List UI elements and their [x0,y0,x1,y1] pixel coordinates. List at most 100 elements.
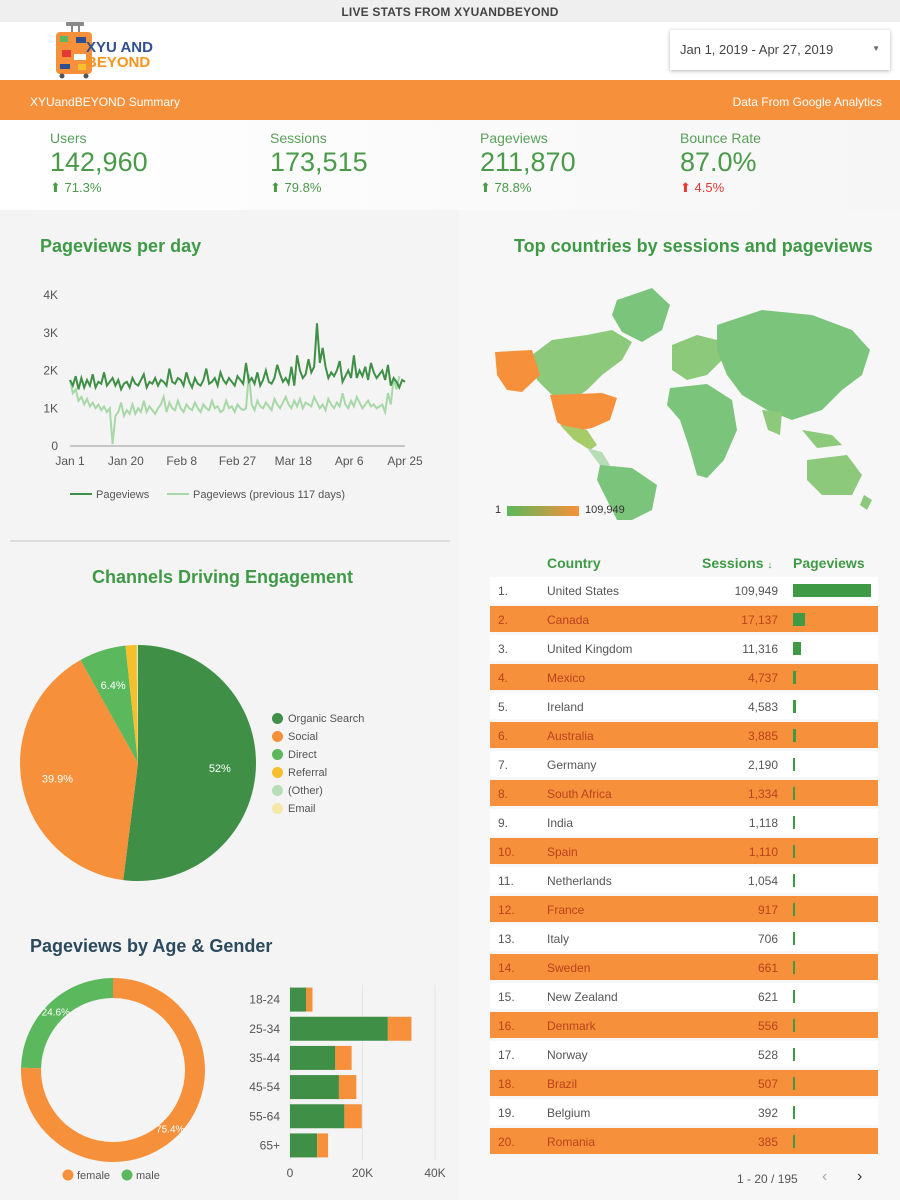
table-row[interactable]: 6. Australia 3,885 [490,722,878,748]
y-tick-label: 35-44 [249,1051,280,1065]
pie-slice[interactable] [136,645,138,763]
col-header-sessions[interactable]: Sessions ↓ [702,555,772,571]
legend-item[interactable]: Direct [272,749,317,761]
bar-segment[interactable] [290,987,307,1012]
table-row[interactable]: 9. India 1,118 [490,809,878,835]
map-india[interactable] [762,410,782,435]
table-row[interactable]: 7. Germany 2,190 [490,751,878,777]
col-header-sessions-label: Sessions [702,555,764,571]
table-row[interactable]: 13. Italy 706 [490,925,878,951]
bar-segment[interactable] [290,1133,318,1158]
table-row[interactable]: 10. Spain 1,110 [490,838,878,864]
table-row[interactable]: 20. Romania 385 [490,1128,878,1154]
legend-item[interactable]: Organic Search [272,713,364,725]
table-row[interactable]: 3. United Kingdom 11,316 [490,635,878,661]
bar-segment[interactable] [306,987,313,1012]
y-tick-label: 55-64 [249,1109,280,1123]
bar-segment[interactable] [338,1075,357,1100]
x-tick-label: Jan 20 [108,454,144,468]
x-tick-label: Apr 6 [335,454,364,468]
series-line [69,374,401,445]
pager-range: 1 - 20 / 195 [737,1172,798,1186]
kpi-scorecards: Users 142,960 ⬆ 71.3% Sessions 173,515 ⬆… [0,120,900,210]
row-rank: 8. [498,787,509,801]
pageviews-bar [793,1135,795,1148]
pageviews-bar [793,961,795,974]
pie-slice[interactable] [80,645,138,763]
map-canada[interactable] [532,330,632,400]
table-row[interactable]: 17. Norway 528 [490,1041,878,1067]
bar-segment[interactable] [290,1045,336,1070]
map-new-zealand[interactable] [860,495,872,510]
map-greenland[interactable] [612,288,670,342]
map-usa[interactable] [550,393,617,432]
donut-slice[interactable] [21,978,114,1069]
table-row[interactable]: 8. South Africa 1,334 [490,780,878,806]
legend-label: Email [288,803,316,815]
table-row[interactable]: 19. Belgium 392 [490,1099,878,1125]
bar-segment[interactable] [290,1016,388,1041]
y-tick-label: 2K [43,364,58,378]
table-row[interactable]: 2. Canada 17,137 [490,606,878,632]
bar-segment[interactable] [317,1133,329,1158]
table-row[interactable]: 16. Denmark 556 [490,1012,878,1038]
bar-segment[interactable] [344,1104,362,1129]
channels-pie-chart: 52% 39.9% 6.4% [20,645,256,881]
col-header-country[interactable]: Country [547,555,601,571]
legend-item[interactable]: (Other) [272,785,323,797]
table-row[interactable]: 4. Mexico 4,737 [490,664,878,690]
map-central-america[interactable] [587,448,610,468]
table-row[interactable]: 1. United States 109,949 [490,577,878,603]
bar-segment[interactable] [335,1045,352,1070]
row-sessions: 528 [757,1048,778,1062]
row-country: Italy [547,932,570,946]
table-row[interactable]: 14. Sweden 661 [490,954,878,980]
kpi-label: Bounce Rate [680,130,761,146]
col-header-pageviews[interactable]: Pageviews [793,555,865,571]
bar-segment[interactable] [290,1075,339,1100]
previous-page-icon[interactable]: ‹ [822,1168,828,1185]
kpi-label: Pageviews [480,130,548,146]
map-europe[interactable] [672,335,722,380]
legend-dot-icon [272,785,283,796]
row-country: Germany [547,758,597,772]
date-range-picker[interactable]: Jan 1, 2019 - Apr 27, 2019 ▼ [670,30,890,70]
x-tick-label: 0 [287,1166,294,1180]
table-row[interactable]: 15. New Zealand 621 [490,983,878,1009]
kpi-delta: ⬆ 71.3% [50,180,250,196]
row-sessions: 4,737 [747,671,778,685]
table-row[interactable]: 12. France 917 [490,896,878,922]
pageviews-bar [793,1019,795,1032]
legend-item[interactable]: Social [272,731,318,743]
kpi-users: Users 142,960 ⬆ 71.3% [50,130,250,196]
legend-dot-icon [272,767,283,778]
bar-segment[interactable] [387,1016,412,1041]
table-row[interactable]: 5. Ireland 4,583 [490,693,878,719]
summary-title: XYUandBEYOND Summary [30,95,181,109]
map-alaska[interactable] [495,350,540,392]
suitcase-logo-icon [56,22,92,79]
map-south-america[interactable] [597,465,657,520]
legend-item[interactable]: Email [272,803,316,815]
table-row[interactable]: 18. Brazil 507 [490,1070,878,1096]
row-country: United States [547,584,620,598]
map-australia[interactable] [807,455,862,495]
map-indonesia[interactable] [802,430,842,448]
map-africa[interactable] [667,384,737,478]
bar-segment[interactable] [290,1104,345,1129]
map-mexico[interactable] [560,425,597,450]
table-row[interactable]: 11. Netherlands 1,054 [490,867,878,893]
row-country: India [547,816,574,830]
legend-item[interactable]: Referral [272,767,327,779]
pie-slice[interactable] [125,645,138,763]
x-tick-label: 20K [352,1166,373,1180]
pie-slice[interactable] [123,645,256,881]
x-tick-label: Jan 1 [55,454,85,468]
next-page-icon[interactable]: › [857,1168,863,1185]
logo: XYU AND BEYOND [52,22,182,80]
pie-slice[interactable] [137,645,138,763]
pageviews-bar [793,874,795,887]
row-rank: 20. [498,1135,515,1149]
pie-slice[interactable] [20,659,138,881]
map-asia[interactable] [717,310,870,420]
